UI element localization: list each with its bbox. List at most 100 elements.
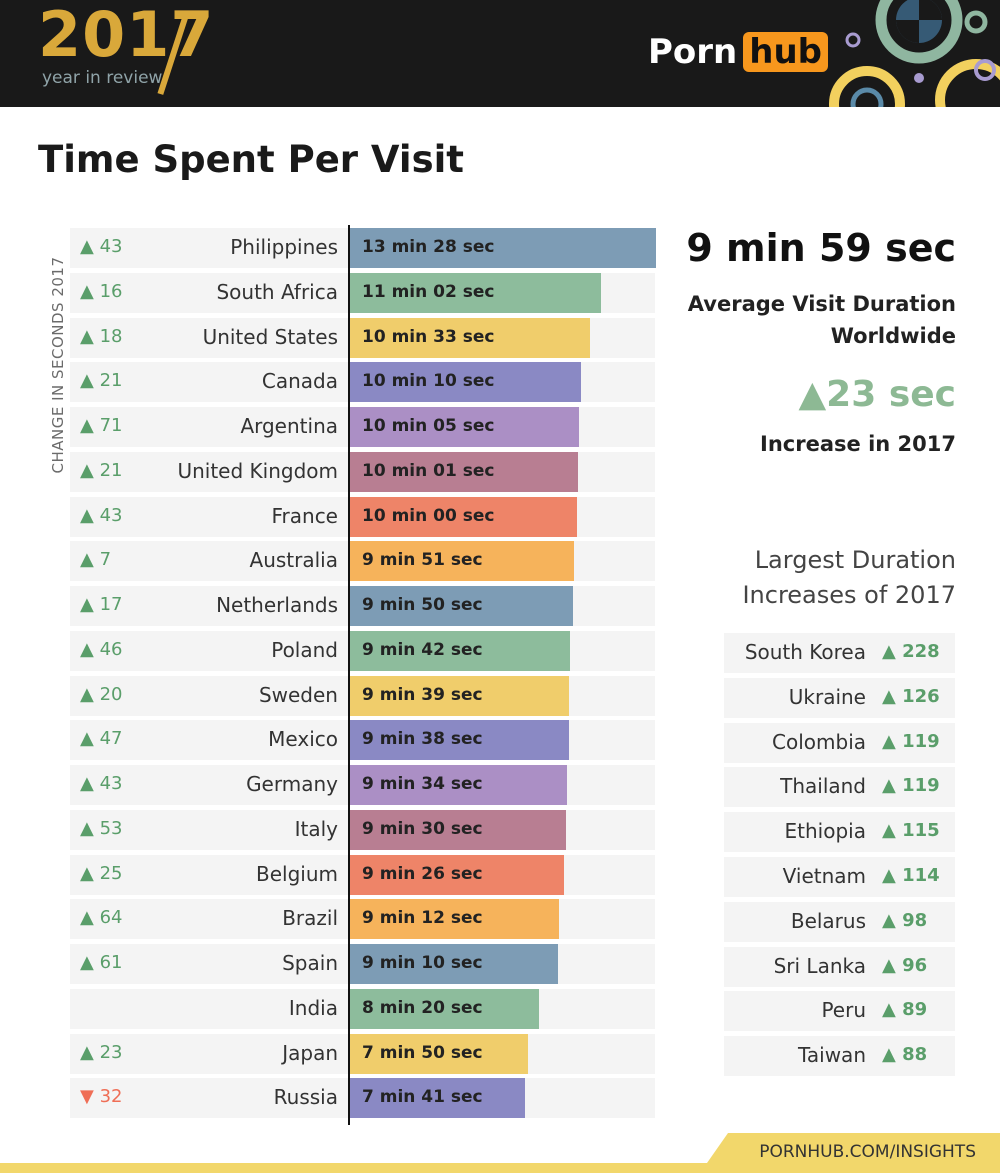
country-label: United States — [202, 324, 338, 349]
increase-row — [724, 677, 955, 718]
change-value: ▲ 25 — [80, 862, 123, 884]
increase-row — [724, 633, 955, 673]
bar-value-label: 9 min 26 sec — [362, 863, 483, 884]
country-label: United Kingdom — [177, 458, 338, 483]
largest-increases-title: Largest Duration Increases of 2017 — [742, 546, 956, 609]
footer-tab — [700, 1133, 1000, 1173]
bar — [350, 1033, 528, 1074]
increase-row — [724, 991, 955, 1032]
change-value: ▲ 43 — [80, 236, 123, 257]
country-label: France — [271, 503, 338, 528]
bar-value-label: 9 min 30 sec — [362, 818, 483, 839]
bar — [350, 630, 571, 671]
year-subtitle: year in review — [42, 68, 163, 88]
brand-logo-right: hub — [743, 32, 828, 72]
bar — [350, 362, 581, 403]
change-value: ▲ 21 — [80, 370, 123, 392]
country-label: Russia — [273, 1085, 338, 1110]
bar-value-label: 7 min 50 sec — [362, 1042, 483, 1063]
increase-row — [724, 812, 955, 853]
bar — [350, 586, 574, 626]
circles-decoration — [829, 0, 1000, 107]
increase-country: South Korea — [744, 640, 866, 664]
bar-value-label: 9 min 39 sec — [362, 684, 483, 705]
country-label: Netherlands — [216, 593, 338, 617]
bar — [350, 899, 560, 940]
country-label: India — [288, 995, 338, 1020]
bar — [350, 317, 590, 358]
increase-value: ▲ 96 — [882, 954, 928, 976]
bar-value-label: 11 min 02 sec — [362, 281, 495, 302]
increase-value: ▲ 228 — [882, 641, 940, 662]
increase-row — [724, 767, 955, 808]
increase-row — [724, 1036, 955, 1077]
change-value: ▲ 18 — [80, 325, 123, 347]
header-banner: 2017 year in review Porn hub — [0, 0, 1000, 107]
average-duration-label: Average Visit Duration Worldwide — [687, 292, 956, 348]
increase-value: ▲ 98 — [882, 909, 928, 931]
chart-axis-line — [348, 225, 350, 1125]
bar — [350, 1078, 525, 1119]
change-value: ▲ 7 — [80, 549, 112, 571]
bar — [350, 496, 578, 537]
change-value: ▲ 20 — [80, 683, 123, 705]
year-heading: 2017 — [38, 0, 215, 71]
change-value: ▲ 47 — [80, 728, 123, 750]
change-value: ▲ 43 — [80, 504, 123, 526]
change-value: ▲ 64 — [80, 907, 123, 929]
increase-value: ▲ 119 — [882, 730, 940, 752]
bar — [350, 228, 656, 268]
bar-value-label: 7 min 41 sec — [362, 1087, 483, 1108]
country-label: Italy — [294, 816, 338, 841]
country-label: Brazil — [282, 906, 338, 931]
country-label: South Africa — [216, 279, 338, 304]
increase-country: Ukraine — [788, 684, 866, 709]
increase-value: ▲ 88 — [882, 1044, 928, 1066]
bar-value-label: 10 min 01 sec — [362, 460, 495, 481]
country-label: Philippines — [230, 235, 338, 259]
bar-value-label: 10 min 00 sec — [362, 505, 495, 526]
change-value: ▲ 43 — [80, 773, 123, 794]
change-value: ▲ 53 — [80, 817, 123, 839]
increase-value: ▲ 126 — [882, 685, 940, 707]
bar — [350, 272, 601, 313]
country-label: Argentina — [240, 414, 338, 438]
footer-url: PORNHUB.COM/INSIGHTS — [759, 1142, 976, 1162]
brand-logo: Porn hub — [648, 28, 828, 76]
country-label: Germany — [246, 772, 338, 796]
bar-value-label: 9 min 38 sec — [362, 729, 483, 750]
country-label: Australia — [249, 548, 338, 573]
increase-value: ▲ 119 — [882, 775, 940, 797]
change-value: ▲ 71 — [80, 415, 123, 436]
increase-label: Increase in 2017 — [760, 432, 956, 456]
bar — [350, 675, 570, 716]
increase-country: Ethiopia — [784, 819, 866, 844]
increase-country: Peru — [821, 998, 866, 1023]
increase-row — [724, 857, 955, 897]
increase-country: Colombia — [772, 729, 866, 754]
bar-value-label: 8 min 20 sec — [362, 997, 483, 1018]
bar-value-label: 9 min 12 sec — [362, 908, 483, 929]
increase-row — [724, 901, 955, 942]
bar-value-label: 10 min 05 sec — [362, 416, 495, 436]
bar — [350, 765, 568, 805]
bar — [350, 854, 565, 895]
increase-value: ▲ 89 — [882, 999, 928, 1021]
country-label: Canada — [261, 369, 338, 394]
bar — [350, 944, 559, 984]
country-label: Japan — [282, 1040, 338, 1065]
increase-country: Belarus — [790, 908, 866, 933]
change-axis-label: CHANGE IN SECONDS 2017 — [49, 256, 67, 474]
increase-country: Vietnam — [782, 864, 866, 888]
change-value: ▲ 46 — [80, 638, 123, 660]
increase-row — [724, 946, 955, 987]
bar — [350, 541, 574, 582]
change-value: ▲ 16 — [80, 280, 123, 302]
increase-country: Sri Lanka — [773, 953, 866, 978]
country-label: Poland — [271, 637, 338, 662]
bar-value-label: 9 min 42 sec — [362, 639, 483, 660]
bar-value-label: 9 min 34 sec — [362, 774, 483, 794]
bar-value-label: 9 min 10 sec — [362, 953, 483, 973]
increase-value: ▲ 115 — [882, 820, 940, 842]
country-label: Spain — [282, 951, 338, 975]
